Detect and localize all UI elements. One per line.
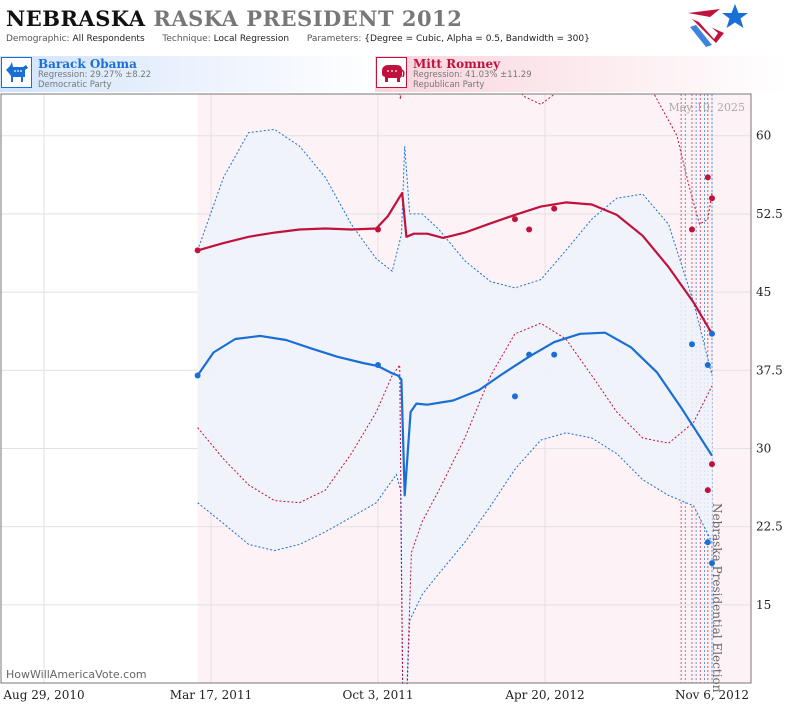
poll-point-romney [194, 247, 201, 254]
x-tick-label: Mar 17, 2011 [170, 688, 252, 702]
band-fill-obama [197, 129, 712, 684]
poll-point-romney [688, 226, 695, 233]
band-lower-romney [197, 322, 713, 684]
y-tick-label: 60 [756, 129, 771, 143]
poll-point-romney [704, 174, 711, 181]
poll-point-obama [194, 372, 201, 379]
demographic-value: All Respondents [72, 34, 145, 44]
candidate-name: Barack Obama [38, 57, 137, 71]
x-tick-label: Oct 3, 2011 [343, 688, 414, 702]
election-label: Nebraska Presidential Election [710, 503, 724, 693]
poll-point-romney [709, 195, 715, 202]
site-logo-icon [688, 4, 748, 47]
site-credit: HowWillAmericaVote.com [6, 668, 147, 681]
technique-key: Technique: [162, 34, 211, 44]
band-upper-obama [197, 128, 713, 376]
band-lower-obama [197, 432, 713, 684]
page-title: NEBRASKA RASKA PRESIDENT 2012 [6, 6, 462, 31]
parameters-key: Parameters: [306, 34, 362, 44]
x-tick-label: Apr 20, 2012 [504, 688, 584, 702]
trend-line-obama [196, 331, 713, 497]
chart-axes: 15 22.5 30 37.5 45 52.5 60 Aug 29, 2010 Mar 17, … [0, 93, 783, 702]
donkey-icon [1, 57, 32, 88]
poll-point-obama [375, 362, 381, 369]
poll-point-obama [709, 330, 715, 337]
current-date-label: May 10, 2025 [668, 101, 745, 114]
trend-lines [196, 191, 713, 497]
y-tick-label: 15 [756, 598, 771, 612]
x-tick-label: Nov 6, 2012 [675, 688, 749, 702]
candidate-party: Democratic Party [38, 80, 112, 90]
parameters-line: Demographic: All Respondents Technique: … [6, 34, 590, 44]
poll-point-romney [526, 226, 533, 233]
poll-point-romney [709, 461, 715, 468]
y-tick-label: 22.5 [756, 520, 783, 534]
candidate-panel-obama: Barack Obama Regression: 29.27% ±8.22 De… [0, 56, 390, 92]
y-tick-label: 45 [756, 285, 771, 299]
x-tick-label: Aug 29, 2010 [2, 688, 84, 702]
poll-point-obama [704, 362, 711, 369]
title-state: NEBRASKA [6, 6, 146, 31]
poll-point-romney [511, 216, 518, 223]
elephant-icon [376, 57, 407, 88]
poll-points [194, 174, 715, 567]
trend-line-romney [197, 191, 713, 335]
poll-point-obama [526, 351, 533, 358]
technique-value: Local Regression [213, 34, 290, 44]
confidence-bands [197, 94, 713, 684]
candidate-name: Mitt Romney [413, 57, 501, 71]
poll-point-obama [709, 560, 715, 567]
candidate-regression: Regression: 41.03% ±11.29 [413, 70, 532, 80]
poll-point-obama [688, 341, 695, 348]
y-tick-label: 30 [756, 441, 771, 455]
parameters-value: {Degree = Cubic, Alpha = 0.5, Bandwidth … [364, 34, 590, 44]
poll-point-obama [511, 393, 518, 400]
poll-point-romney [704, 487, 711, 494]
title-race: RASKA PRESIDENT 2012 [153, 6, 463, 31]
poll-point-obama [704, 539, 711, 546]
poll-point-romney [551, 205, 558, 212]
candidate-party: Republican Party [413, 80, 485, 90]
demographic-key: Demographic: [6, 34, 70, 44]
candidate-regression: Regression: 29.27% ±8.22 [38, 70, 152, 80]
candidate-panel-romney: Mitt Romney Regression: 41.03% ±11.29 Re… [375, 56, 789, 92]
y-tick-label: 37.5 [756, 363, 783, 377]
plot-frame [0, 93, 752, 684]
y-tick-label: 52.5 [756, 207, 783, 221]
poll-chart: 15 22.5 30 37.5 45 52.5 60 Aug 29, 2010 Mar 17, … [0, 93, 783, 702]
poll-point-romney [375, 226, 381, 233]
poll-point-obama [551, 351, 558, 358]
chart-grid [1, 94, 751, 683]
